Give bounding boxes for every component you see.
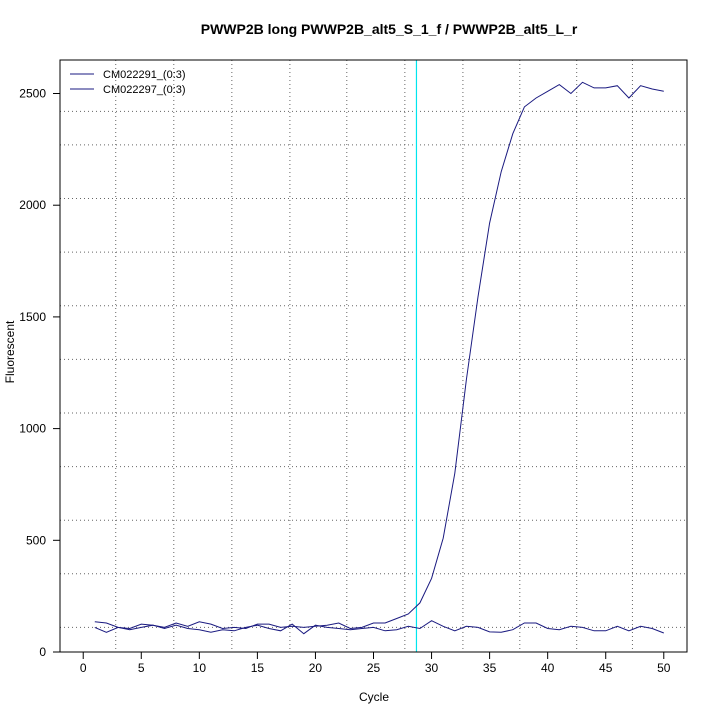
x-tick-label: 25 (367, 661, 381, 675)
x-tick-label: 50 (657, 661, 671, 675)
chart-title: PWWP2B long PWWP2B_alt5_S_1_f / PWWP2B_a… (201, 21, 578, 37)
x-axis: 0 5 10 15 20 25 30 35 40 45 50 (80, 651, 671, 675)
x-tick-label: 30 (425, 661, 439, 675)
x-axis-label: Cycle (359, 690, 389, 704)
y-tick-label: 1000 (19, 422, 46, 436)
series-group (94, 81, 664, 635)
legend: CM022291_(0:3) CM022297_(0:3) (70, 69, 186, 96)
y-tick-label: 2000 (19, 198, 46, 212)
x-tick-label: 35 (483, 661, 497, 675)
legend-label: CM022291_(0:3) (103, 69, 186, 81)
y-axis-label: Fluorescent (3, 320, 17, 383)
y-tick-label: 500 (26, 533, 46, 547)
series-line-2 (94, 81, 664, 630)
plot-frame (59, 59, 688, 653)
x-tick-label: 10 (193, 661, 207, 675)
legend-label: CM022297_(0:3) (103, 84, 186, 96)
x-tick-label: 15 (251, 661, 265, 675)
x-tick-label: 5 (138, 661, 145, 675)
y-axis: 0 500 1000 1500 2000 2500 (19, 87, 61, 659)
y-tick-label: 1500 (19, 310, 46, 324)
x-tick-label: 45 (599, 661, 613, 675)
series-line-1 (94, 620, 664, 635)
x-tick-label: 20 (309, 661, 323, 675)
grid (60, 60, 687, 652)
x-tick-label: 0 (80, 661, 87, 675)
y-tick-label: 0 (39, 645, 46, 659)
x-tick-label: 40 (541, 661, 555, 675)
y-tick-label: 2500 (19, 87, 46, 101)
